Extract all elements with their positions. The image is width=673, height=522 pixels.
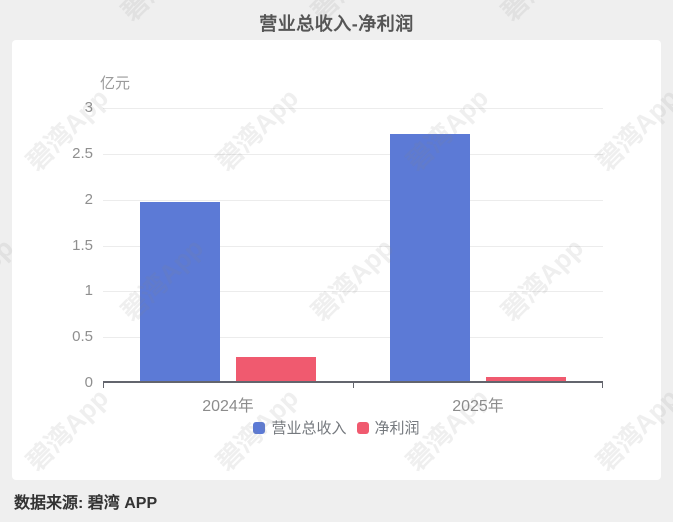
- bar-净利润-2024年[interactable]: [236, 357, 316, 381]
- gridline: [103, 153, 603, 155]
- gridline: [103, 108, 603, 109]
- gridline: [103, 337, 603, 339]
- gridline: [103, 291, 603, 293]
- chart-card: 亿元 0 0.5 1 1.5 2 2.5 3 2024年 2025年 营业总收入 净利润: [12, 40, 661, 480]
- y-axis-tick-label: 0.5: [72, 328, 93, 346]
- x-category-label: 2025年: [452, 398, 504, 415]
- y-axis-unit-label: 亿元: [100, 75, 131, 92]
- bar-净利润-2025年[interactable]: [486, 377, 566, 381]
- bar-营业总收入-2025年[interactable]: [390, 133, 470, 381]
- x-category-label: 2024年: [202, 398, 254, 415]
- legend-label: 营业总收入: [271, 420, 347, 437]
- x-axis-tick: [103, 383, 104, 388]
- data-source-label: 数据来源: 碧湾 APP: [14, 495, 158, 512]
- y-axis-tick-label: 3: [84, 99, 93, 116]
- legend-label: 净利润: [374, 420, 420, 437]
- y-axis-tick-label: 2: [84, 190, 93, 208]
- plot-area: 0 0.5 1 1.5 2 2.5 3 2024年 2025年: [72, 100, 603, 415]
- y-axis-tick-label: 1.5: [72, 236, 93, 254]
- legend-item-净利润[interactable]: 净利润: [356, 417, 420, 438]
- bar-营业总收入-2024年[interactable]: [140, 202, 220, 381]
- chart-title: 营业总收入-净利润: [259, 14, 414, 34]
- legend-marker-icon: [356, 421, 369, 434]
- y-axis-tick-label: 2.5: [72, 144, 93, 162]
- legend-marker-icon: [253, 421, 266, 434]
- y-axis-tick-label: 1: [84, 282, 93, 300]
- x-axis-tick: [353, 383, 354, 388]
- x-axis-line: [103, 381, 603, 383]
- gridline: [103, 199, 603, 201]
- y-axis-tick-label: 0: [84, 374, 93, 391]
- gridline: [103, 245, 603, 247]
- x-axis-tick: [602, 383, 603, 388]
- legend-item-营业总收入[interactable]: 营业总收入: [253, 417, 347, 438]
- chart-legend: 营业总收入 净利润: [12, 417, 661, 438]
